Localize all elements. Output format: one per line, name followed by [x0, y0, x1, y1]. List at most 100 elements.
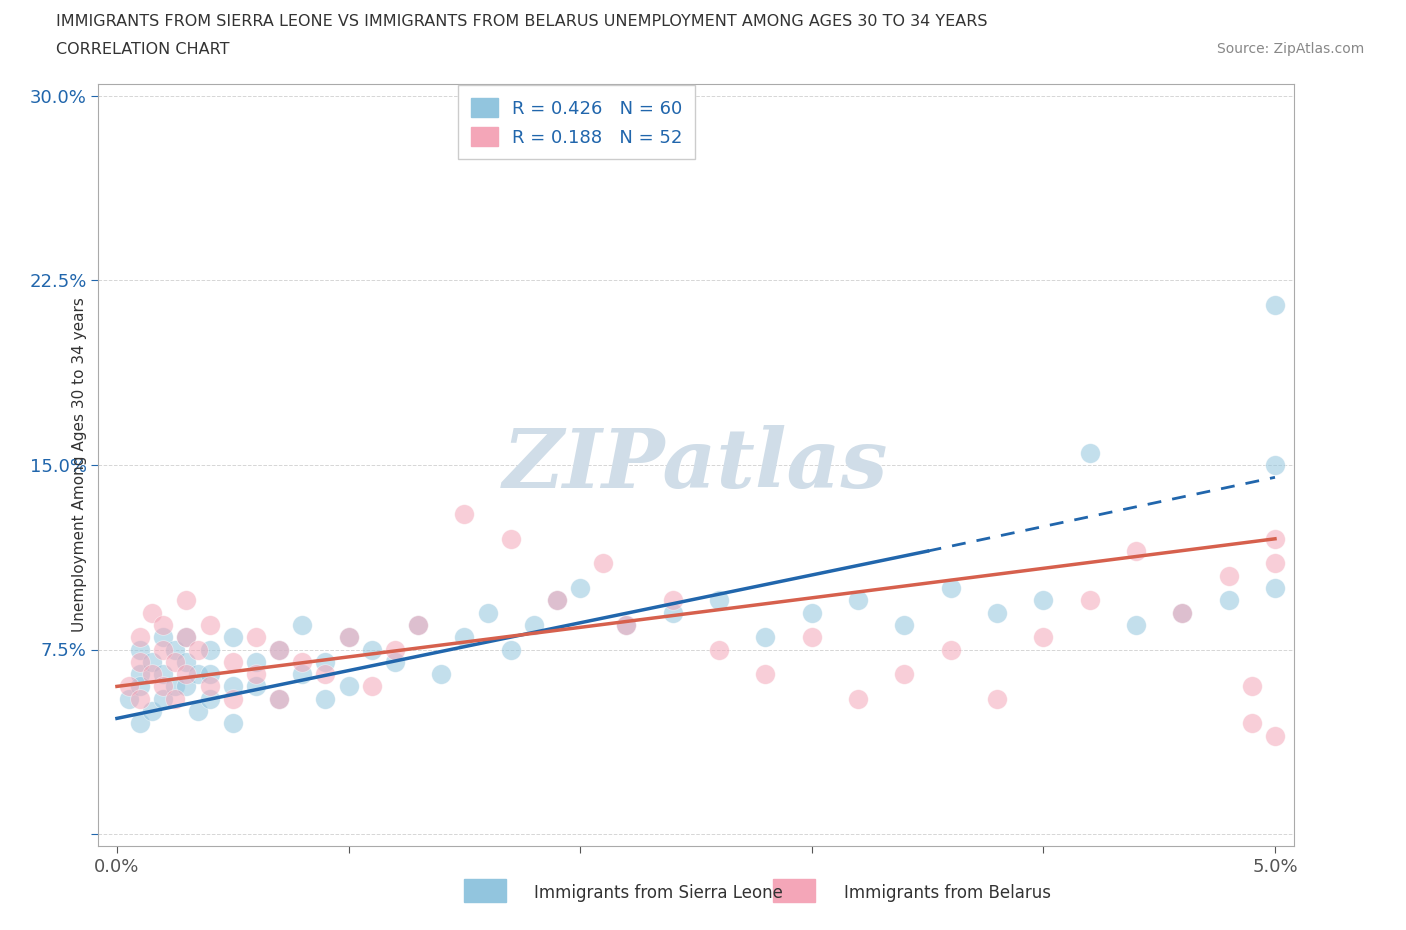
- Immigrants from Sierra Leone: [406, 618, 429, 632]
- Immigrants from Sierra Leone: [187, 704, 209, 719]
- Immigrants from Sierra Leone: [152, 691, 174, 706]
- Immigrants from Sierra Leone: [198, 667, 221, 682]
- Immigrants from Belarus: [163, 655, 186, 670]
- Text: ZIPatlas: ZIPatlas: [503, 425, 889, 505]
- Immigrants from Belarus: [986, 691, 1008, 706]
- Immigrants from Belarus: [1240, 679, 1263, 694]
- Immigrants from Sierra Leone: [129, 642, 152, 657]
- Immigrants from Belarus: [245, 630, 267, 644]
- Immigrants from Sierra Leone: [222, 716, 245, 731]
- Immigrants from Belarus: [198, 618, 221, 632]
- Immigrants from Belarus: [163, 691, 186, 706]
- Immigrants from Belarus: [267, 691, 290, 706]
- Immigrants from Sierra Leone: [267, 642, 290, 657]
- Immigrants from Sierra Leone: [1264, 298, 1286, 312]
- Text: Source: ZipAtlas.com: Source: ZipAtlas.com: [1216, 42, 1364, 56]
- Immigrants from Sierra Leone: [337, 679, 360, 694]
- Immigrants from Sierra Leone: [141, 704, 163, 719]
- Immigrants from Belarus: [707, 642, 730, 657]
- Immigrants from Sierra Leone: [477, 605, 499, 620]
- Immigrants from Sierra Leone: [616, 618, 638, 632]
- Immigrants from Sierra Leone: [1032, 592, 1054, 607]
- Text: CORRELATION CHART: CORRELATION CHART: [56, 42, 229, 57]
- Immigrants from Sierra Leone: [163, 642, 186, 657]
- Immigrants from Belarus: [360, 679, 382, 694]
- Immigrants from Sierra Leone: [360, 642, 382, 657]
- Immigrants from Belarus: [337, 630, 360, 644]
- Immigrants from Belarus: [406, 618, 429, 632]
- Immigrants from Belarus: [176, 667, 198, 682]
- Immigrants from Sierra Leone: [939, 580, 962, 595]
- Legend: R = 0.426   N = 60, R = 0.188   N = 52: R = 0.426 N = 60, R = 0.188 N = 52: [458, 86, 695, 159]
- Immigrants from Belarus: [141, 605, 163, 620]
- Immigrants from Belarus: [198, 679, 221, 694]
- Immigrants from Belarus: [176, 592, 198, 607]
- Immigrants from Belarus: [754, 667, 776, 682]
- Immigrants from Sierra Leone: [245, 679, 267, 694]
- Immigrants from Sierra Leone: [117, 691, 139, 706]
- Immigrants from Sierra Leone: [1264, 458, 1286, 472]
- Immigrants from Belarus: [141, 667, 163, 682]
- Immigrants from Belarus: [267, 642, 290, 657]
- Immigrants from Belarus: [1240, 716, 1263, 731]
- Immigrants from Sierra Leone: [198, 642, 221, 657]
- Immigrants from Belarus: [453, 507, 475, 522]
- Immigrants from Belarus: [176, 630, 198, 644]
- Immigrants from Belarus: [152, 642, 174, 657]
- Text: Immigrants from Belarus: Immigrants from Belarus: [844, 884, 1050, 902]
- Immigrants from Belarus: [1218, 568, 1240, 583]
- Immigrants from Belarus: [129, 691, 152, 706]
- Immigrants from Sierra Leone: [986, 605, 1008, 620]
- Immigrants from Belarus: [893, 667, 915, 682]
- Immigrants from Belarus: [152, 618, 174, 632]
- Immigrants from Belarus: [662, 592, 685, 607]
- Immigrants from Sierra Leone: [187, 667, 209, 682]
- Immigrants from Sierra Leone: [152, 667, 174, 682]
- Immigrants from Sierra Leone: [384, 655, 406, 670]
- Immigrants from Sierra Leone: [222, 679, 245, 694]
- Immigrants from Sierra Leone: [430, 667, 453, 682]
- Immigrants from Belarus: [129, 655, 152, 670]
- Immigrants from Sierra Leone: [291, 618, 314, 632]
- Immigrants from Sierra Leone: [546, 592, 568, 607]
- Immigrants from Sierra Leone: [129, 679, 152, 694]
- Immigrants from Belarus: [1078, 592, 1101, 607]
- Immigrants from Sierra Leone: [129, 716, 152, 731]
- Immigrants from Belarus: [1125, 544, 1147, 559]
- Immigrants from Sierra Leone: [176, 630, 198, 644]
- Immigrants from Sierra Leone: [754, 630, 776, 644]
- Immigrants from Belarus: [187, 642, 209, 657]
- Immigrants from Belarus: [546, 592, 568, 607]
- Immigrants from Sierra Leone: [337, 630, 360, 644]
- Immigrants from Belarus: [846, 691, 869, 706]
- Immigrants from Sierra Leone: [1078, 445, 1101, 460]
- Immigrants from Sierra Leone: [1171, 605, 1194, 620]
- Immigrants from Belarus: [1032, 630, 1054, 644]
- Text: IMMIGRANTS FROM SIERRA LEONE VS IMMIGRANTS FROM BELARUS UNEMPLOYMENT AMONG AGES : IMMIGRANTS FROM SIERRA LEONE VS IMMIGRAN…: [56, 14, 988, 29]
- Immigrants from Belarus: [592, 556, 614, 571]
- Immigrants from Belarus: [616, 618, 638, 632]
- Immigrants from Sierra Leone: [523, 618, 546, 632]
- Immigrants from Sierra Leone: [707, 592, 730, 607]
- Immigrants from Sierra Leone: [314, 655, 336, 670]
- Immigrants from Sierra Leone: [152, 630, 174, 644]
- Immigrants from Sierra Leone: [499, 642, 522, 657]
- Immigrants from Sierra Leone: [176, 655, 198, 670]
- Immigrants from Sierra Leone: [222, 630, 245, 644]
- Immigrants from Belarus: [222, 691, 245, 706]
- Immigrants from Sierra Leone: [245, 655, 267, 670]
- Immigrants from Belarus: [384, 642, 406, 657]
- Immigrants from Sierra Leone: [569, 580, 592, 595]
- Immigrants from Belarus: [245, 667, 267, 682]
- Immigrants from Belarus: [1264, 531, 1286, 546]
- Immigrants from Sierra Leone: [267, 691, 290, 706]
- Immigrants from Belarus: [222, 655, 245, 670]
- Immigrants from Belarus: [152, 679, 174, 694]
- Immigrants from Belarus: [117, 679, 139, 694]
- Immigrants from Belarus: [291, 655, 314, 670]
- Text: Immigrants from Sierra Leone: Immigrants from Sierra Leone: [534, 884, 783, 902]
- Immigrants from Sierra Leone: [176, 679, 198, 694]
- Immigrants from Belarus: [314, 667, 336, 682]
- Immigrants from Sierra Leone: [163, 679, 186, 694]
- Immigrants from Sierra Leone: [453, 630, 475, 644]
